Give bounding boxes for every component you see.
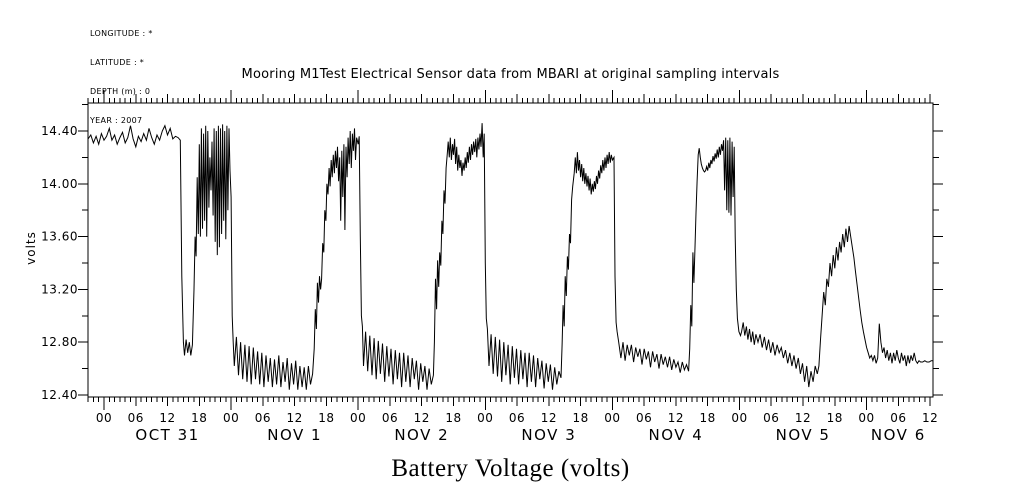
- x-hour-tick-label: 18: [700, 411, 716, 425]
- x-hour-tick-label: 00: [858, 411, 874, 425]
- x-hour-tick-label: 12: [287, 411, 303, 425]
- y-tick-label: 14.40: [41, 124, 78, 138]
- series-line-battery-voltage: [87, 123, 934, 390]
- metadata-year: YEAR : 2007: [90, 115, 143, 125]
- x-hour-tick-label: 12: [159, 411, 175, 425]
- chart-title: Mooring M1Test Electrical Sensor data fr…: [241, 67, 780, 82]
- x-day-label: NOV 6: [871, 426, 926, 444]
- x-hour-tick-label: 18: [572, 411, 588, 425]
- x-day-label: NOV 3: [521, 426, 576, 444]
- x-day-label: NOV 4: [649, 426, 704, 444]
- x-hour-tick-label: 18: [318, 411, 334, 425]
- x-hour-tick-label: 12: [668, 411, 684, 425]
- x-hour-tick-label: 06: [890, 411, 906, 425]
- x-day-label: NOV 5: [776, 426, 831, 444]
- x-day-label: OCT 31: [135, 426, 199, 444]
- x-hour-tick-label: 06: [763, 411, 779, 425]
- plot-box: [87, 102, 934, 398]
- x-hour-tick-label: 00: [731, 411, 747, 425]
- x-hour-tick-label: 06: [509, 411, 525, 425]
- x-axis-caption: Battery Voltage (volts): [391, 455, 630, 482]
- x-hour-tick-label: 06: [128, 411, 144, 425]
- metadata-longitude: LONGITUDE : *: [90, 29, 153, 39]
- y-tick-label: 12.80: [41, 335, 78, 349]
- x-hour-tick-label: 12: [922, 411, 938, 425]
- x-hour-tick-label: 18: [827, 411, 843, 425]
- y-tick-label: 12.40: [41, 388, 78, 402]
- x-day-label: NOV 2: [394, 426, 449, 444]
- y-tick-label: 13.20: [41, 282, 78, 296]
- y-tick-label: 13.60: [41, 230, 78, 244]
- x-hour-tick-label: 00: [96, 411, 112, 425]
- x-hour-tick-label: 00: [350, 411, 366, 425]
- y-tick-label: 14.00: [41, 177, 78, 191]
- x-hour-tick-label: 00: [477, 411, 493, 425]
- x-hour-tick-label: 18: [445, 411, 461, 425]
- x-hour-tick-label: 00: [223, 411, 239, 425]
- x-hour-tick-label: 00: [604, 411, 620, 425]
- x-day-label: NOV 1: [267, 426, 322, 444]
- metadata-latitude: LATITUDE : *: [90, 57, 145, 67]
- x-hour-tick-label: 12: [414, 411, 430, 425]
- x-hour-tick-label: 06: [382, 411, 398, 425]
- x-hour-tick-label: 06: [636, 411, 652, 425]
- x-hour-tick-label: 06: [255, 411, 271, 425]
- x-hour-tick-label: 18: [191, 411, 207, 425]
- x-hour-tick-label: 12: [795, 411, 811, 425]
- x-hour-tick-label: 12: [541, 411, 557, 425]
